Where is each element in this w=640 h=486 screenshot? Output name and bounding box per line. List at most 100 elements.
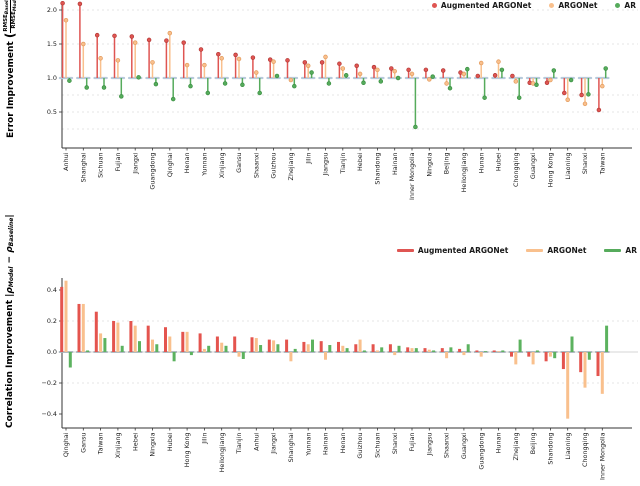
correlation-improvement-chart: −0.4 −0.2 0.0 0.2 0.4 Qinghai Gansu Taiwan Xinji… xyxy=(41,278,638,480)
legend-item-augmented-argonet: Augmented ARGONet xyxy=(396,246,508,255)
stem-dot xyxy=(406,67,411,73)
category-label: Fujian xyxy=(114,153,122,172)
bar xyxy=(341,345,345,352)
bar xyxy=(276,344,280,352)
category-label: Shaanxi xyxy=(252,152,260,178)
bar xyxy=(202,348,206,352)
stem-dot xyxy=(423,67,429,73)
bar xyxy=(475,350,479,352)
stem-dot xyxy=(337,61,342,66)
category-label: Gansu xyxy=(235,153,243,173)
stem-dot xyxy=(285,58,290,63)
paren-open: ( xyxy=(3,32,18,39)
bar xyxy=(414,348,418,352)
category-label: Shanghai xyxy=(287,432,295,462)
bar xyxy=(99,333,103,352)
category-label: Jiangsu xyxy=(322,153,330,177)
bar xyxy=(267,339,271,352)
bar xyxy=(548,352,552,357)
stem-dot xyxy=(81,41,86,47)
y-tick-label: 0.5 xyxy=(47,108,57,116)
bar xyxy=(285,339,289,352)
bar xyxy=(596,352,600,377)
stem-dot xyxy=(115,58,121,63)
category-label: Jilin xyxy=(200,433,208,445)
legend-label: AR xyxy=(625,246,637,255)
bar xyxy=(358,339,362,352)
stem-dot xyxy=(254,70,259,75)
category-label: Guizhou xyxy=(356,433,364,459)
bar xyxy=(250,337,254,352)
bar xyxy=(311,339,314,352)
stem-dot xyxy=(188,83,193,89)
stem-dot xyxy=(326,81,332,86)
category-label: Hong Kong xyxy=(546,153,554,188)
category-label: Fujian xyxy=(408,433,416,452)
bar xyxy=(497,351,500,352)
stem-dot xyxy=(492,73,498,78)
category-label: Hubei xyxy=(166,432,174,451)
category-label: Ningxia xyxy=(425,152,433,176)
bar xyxy=(272,340,276,352)
legend-item-augmented-argonet: Augmented ARGONet xyxy=(431,1,532,10)
bar xyxy=(544,352,548,362)
stem-dot xyxy=(478,60,484,66)
category-label: Beijing xyxy=(443,153,451,175)
stem-dot xyxy=(202,62,207,68)
category-label: Shaanxi xyxy=(443,432,451,458)
fraction-numerator: RMSEBaseline xyxy=(3,0,12,33)
bar xyxy=(189,352,193,356)
bar xyxy=(293,348,297,352)
stem-dot xyxy=(153,81,159,87)
category-label: Henan xyxy=(339,433,347,454)
bar xyxy=(375,350,379,352)
stem-dot xyxy=(340,66,346,71)
category-label: Anhui xyxy=(252,432,260,451)
stem-dot xyxy=(354,63,359,69)
bar xyxy=(432,350,436,352)
category-label: Inner Mongolia xyxy=(408,152,416,200)
stem-dot xyxy=(586,92,591,97)
category-label: Hebei xyxy=(131,432,139,451)
bar xyxy=(371,344,375,352)
bar xyxy=(94,311,98,352)
bar xyxy=(328,345,332,352)
category-label: Zhejiang xyxy=(512,433,520,461)
legend-label: Augmented ARGONet xyxy=(440,1,532,10)
top-y-axis-label: Error Improvement (RMSEBaseline RMSEModel… xyxy=(3,0,18,138)
bar xyxy=(168,336,172,352)
rmse-fraction: RMSEBaseline RMSEModel xyxy=(3,0,18,33)
category-label: Shanghai xyxy=(79,152,87,182)
bar xyxy=(587,352,591,360)
bar xyxy=(116,322,120,352)
stem-dot xyxy=(444,81,449,86)
stem-dot xyxy=(361,80,366,86)
stem-dot xyxy=(288,77,294,83)
bar xyxy=(319,341,323,352)
top-y-axis-label-text: Error Improvement xyxy=(6,41,17,138)
ar-line-marker xyxy=(604,249,622,252)
stem-dot xyxy=(375,67,380,73)
stem-dot xyxy=(600,83,605,89)
legend-item-ar: AR xyxy=(615,1,636,10)
category-label: Yunnan xyxy=(200,153,208,177)
bar xyxy=(112,321,116,352)
bar xyxy=(354,344,358,352)
stem-dot xyxy=(150,60,155,65)
category-label: Jiangxi xyxy=(270,432,278,454)
bar xyxy=(254,338,258,352)
stem-dot xyxy=(548,77,553,83)
category-label: Heilongjiang xyxy=(460,153,468,193)
bar xyxy=(185,331,189,352)
bar xyxy=(81,303,85,352)
stem-dot xyxy=(129,34,135,39)
bar xyxy=(605,325,609,352)
category-label: Guangxi xyxy=(529,152,537,179)
legend-item-argonet: ARGONet xyxy=(549,1,597,10)
stem-dot xyxy=(146,37,152,43)
stem-dot xyxy=(603,66,608,71)
stem-dot xyxy=(562,90,567,96)
category-label: Guangdong xyxy=(149,153,157,190)
error-improvement-chart: 0.5 1.0 1.5 2.0 Anhui Shanghai Sichuan Fujian Ji… xyxy=(47,0,638,200)
category-label: Hunan xyxy=(495,433,503,454)
